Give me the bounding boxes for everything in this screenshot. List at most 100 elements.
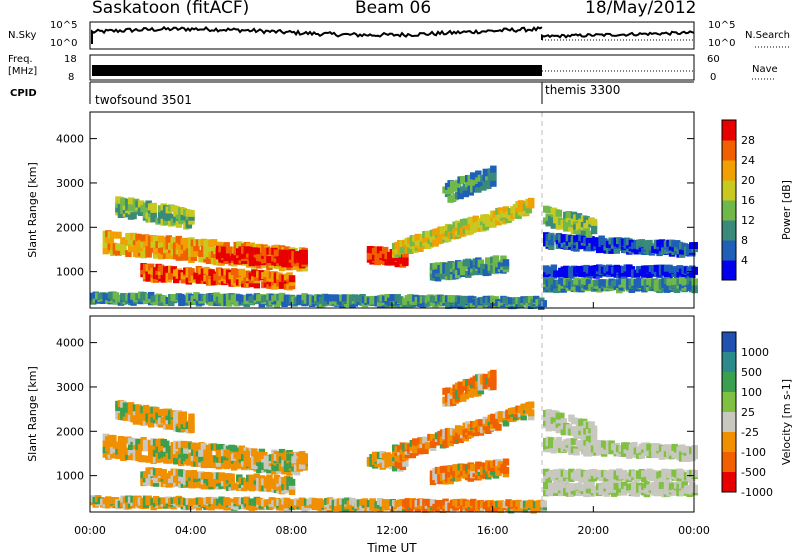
heatmap-cell xyxy=(490,179,497,187)
station-title: Saskatoon (fitACF) xyxy=(92,0,250,18)
heatmap-cell xyxy=(125,250,132,258)
heatmap-cell xyxy=(565,215,573,223)
power-colorbar-segment xyxy=(722,160,736,181)
heatmap-cell xyxy=(147,263,155,271)
heatmap-cell xyxy=(152,479,160,487)
heatmap-cell xyxy=(301,257,308,265)
heatmap-cell xyxy=(125,232,132,240)
heatmap-cell xyxy=(555,222,563,230)
heatmap-cell xyxy=(631,441,638,449)
heatmap-cell xyxy=(691,470,698,477)
heatmap-cell xyxy=(147,448,155,456)
heatmap-cell xyxy=(248,280,256,288)
heatmap-cell xyxy=(595,246,603,254)
freq-label-1: Freq. xyxy=(8,54,33,65)
heatmap-cell xyxy=(178,451,185,459)
heatmap-cell xyxy=(198,455,205,463)
heatmap-cell xyxy=(198,449,205,457)
heatmap-cell xyxy=(548,277,555,285)
heatmap-cell xyxy=(112,292,120,300)
heatmap-cell xyxy=(278,281,286,289)
heatmap-cell xyxy=(429,434,437,441)
heatmap-cell xyxy=(553,270,560,278)
velocity-colorbar-segment xyxy=(722,372,736,393)
heatmap-cell xyxy=(155,412,162,420)
heatmap-cell xyxy=(502,417,510,425)
heatmap-cell xyxy=(127,204,135,212)
nsky-bottom-tick: 10^0 xyxy=(50,38,78,49)
heatmap-cell xyxy=(520,413,527,421)
heatmap-cell xyxy=(558,412,565,420)
heatmap-cell xyxy=(563,220,570,228)
heatmap-cell xyxy=(137,200,145,208)
heatmap-cell xyxy=(163,246,170,254)
heatmap-cell xyxy=(457,222,464,230)
heatmap-cell xyxy=(472,215,479,223)
heatmap-cell xyxy=(590,436,598,444)
heatmap-cell xyxy=(190,254,198,261)
heatmap-cell xyxy=(452,184,459,192)
heatmap-cell xyxy=(527,197,535,205)
heatmap-cell xyxy=(223,458,230,466)
heatmap-cell xyxy=(228,473,235,481)
heatmap-cell xyxy=(263,455,271,463)
power-ytick-label: 4000 xyxy=(56,133,84,146)
heatmap-cell xyxy=(470,181,477,189)
heatmap-cell xyxy=(253,473,261,481)
heatmap-cell xyxy=(422,436,429,444)
heatmap-cell xyxy=(502,206,510,214)
heatmap-cell xyxy=(573,227,580,235)
xtick-label: 00:00 xyxy=(678,524,710,537)
heatmap-cell xyxy=(178,249,185,257)
heatmap-cell xyxy=(563,224,570,232)
heatmap-cell xyxy=(585,279,593,287)
heatmap-cell xyxy=(233,447,240,455)
power-colorbar-segment xyxy=(722,260,736,281)
heatmap-cell xyxy=(457,386,464,394)
heatmap-cell xyxy=(107,236,115,244)
heatmap-cell xyxy=(157,252,165,260)
heatmap-cell xyxy=(135,233,142,241)
nave-bottom-tick: 0 xyxy=(710,72,717,83)
heatmap-cell xyxy=(457,436,464,443)
heatmap-cell xyxy=(495,423,502,431)
heatmap-cell xyxy=(205,450,213,458)
heatmap-cell xyxy=(459,268,467,276)
heatmap-cell xyxy=(482,423,490,431)
heatmap-cell xyxy=(140,455,147,463)
date-title: 18/May/2012 xyxy=(585,0,697,18)
heatmap-cell xyxy=(168,480,175,488)
velocity-colorbar-tick: -1000 xyxy=(741,486,773,499)
heatmap-cell xyxy=(140,251,147,259)
heatmap-cell xyxy=(666,444,673,452)
heatmap-cell xyxy=(215,241,223,249)
heatmap-cell xyxy=(600,447,608,455)
heatmap-cell xyxy=(152,251,160,259)
heatmap-cell xyxy=(198,255,205,263)
cpid-program-1: twofsound 3501 xyxy=(95,93,192,107)
power-colorbar-tick: 12 xyxy=(741,214,755,227)
heatmap-cell xyxy=(188,268,195,276)
heatmap-cell xyxy=(155,455,162,463)
heatmap-cell xyxy=(135,438,142,446)
power-colorbar: 4 8 12 16 20 24 28 xyxy=(721,119,755,281)
heatmap-cell xyxy=(266,256,273,264)
heatmap-cell xyxy=(590,218,598,226)
heatmap-cell xyxy=(691,450,698,458)
heatmap-cell xyxy=(301,249,308,257)
heatmap-cell xyxy=(263,460,271,468)
heatmap-cell xyxy=(575,213,583,221)
heatmap-cell xyxy=(389,258,396,266)
freq-panel-frame xyxy=(89,54,695,81)
heatmap-cell xyxy=(555,416,563,424)
heatmap-cell xyxy=(256,466,263,474)
heatmap-cell xyxy=(565,424,573,432)
heatmap-cell xyxy=(376,457,384,464)
heatmap-cell xyxy=(173,457,180,465)
heatmap-cell xyxy=(490,220,497,228)
freq-bar-twofsound xyxy=(92,65,542,76)
cpid-program-2: themis 3300 xyxy=(545,83,621,97)
heatmap-cell xyxy=(288,275,296,283)
heatmap-cell xyxy=(256,455,263,463)
heatmap-cell xyxy=(170,236,177,244)
